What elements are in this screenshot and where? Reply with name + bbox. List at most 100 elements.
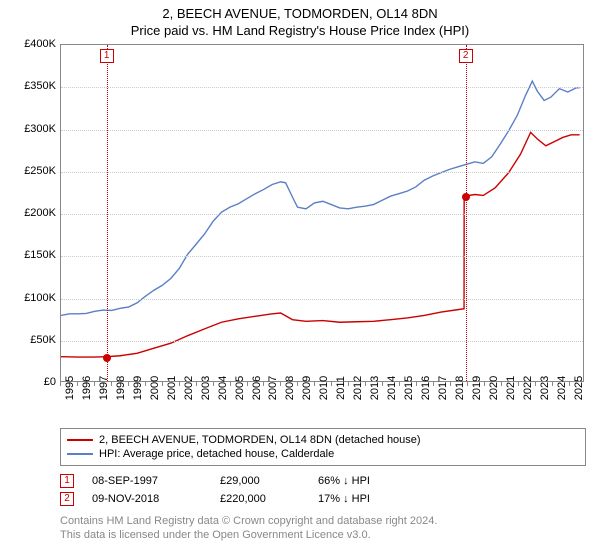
x-tick-mark: [365, 382, 366, 386]
x-tick-mark: [111, 382, 112, 386]
event-price: £220,000: [220, 493, 300, 505]
chart-title-line1: 2, BEECH AVENUE, TODMORDEN, OL14 8DN: [0, 0, 600, 21]
x-tick-label: 2003: [200, 376, 212, 400]
event-row: 2 09-NOV-2018 £220,000 17% ↓ HPI: [60, 490, 586, 508]
chart-area: £0£50K£100K£150K£200K£250K£300K£350K£400…: [14, 44, 584, 424]
y-tick-label: £300K: [14, 123, 56, 135]
x-tick-mark: [416, 382, 417, 386]
x-tick-mark: [77, 382, 78, 386]
legend-swatch-hpi: [67, 453, 93, 455]
x-tick-label: 2016: [420, 376, 432, 400]
x-tick-label: 1998: [115, 376, 127, 400]
event-marker-box: 1: [60, 474, 74, 488]
chart-svg: [61, 45, 583, 381]
x-tick-label: 2015: [403, 376, 415, 400]
x-tick-mark: [145, 382, 146, 386]
x-axis: 1995199619971998199920002001200220032004…: [60, 382, 584, 424]
x-tick-label: 2008: [284, 376, 296, 400]
x-tick-label: 2025: [573, 376, 585, 400]
license-line1: Contains HM Land Registry data © Crown c…: [60, 514, 586, 528]
x-tick-mark: [60, 382, 61, 386]
legend-row-property: 2, BEECH AVENUE, TODMORDEN, OL14 8DN (de…: [67, 433, 579, 447]
x-tick-mark: [399, 382, 400, 386]
gridline: [61, 299, 583, 300]
event-delta: 66% ↓ HPI: [318, 475, 428, 487]
x-tick-mark: [162, 382, 163, 386]
x-tick-mark: [382, 382, 383, 386]
x-tick-label: 2012: [352, 376, 364, 400]
x-tick-label: 2020: [488, 376, 500, 400]
legend-label-hpi: HPI: Average price, detached house, Cald…: [99, 448, 334, 460]
x-tick-mark: [297, 382, 298, 386]
x-tick-label: 2023: [539, 376, 551, 400]
x-tick-mark: [433, 382, 434, 386]
x-tick-mark: [501, 382, 502, 386]
x-tick-mark: [569, 382, 570, 386]
event-date: 08-SEP-1997: [92, 475, 202, 487]
gridline: [61, 256, 583, 257]
y-tick-label: £200K: [14, 207, 56, 219]
legend-row-hpi: HPI: Average price, detached house, Cald…: [67, 447, 579, 461]
x-tick-mark: [450, 382, 451, 386]
x-tick-label: 2002: [183, 376, 195, 400]
sale-dot: [103, 354, 111, 362]
y-tick-label: £400K: [14, 38, 56, 50]
y-axis: £0£50K£100K£150K£200K£250K£300K£350K£400…: [14, 44, 60, 382]
y-tick-label: £100K: [14, 292, 56, 304]
legend: 2, BEECH AVENUE, TODMORDEN, OL14 8DN (de…: [60, 428, 586, 466]
event-row: 1 08-SEP-1997 £29,000 66% ↓ HPI: [60, 472, 586, 490]
x-tick-label: 2017: [437, 376, 449, 400]
x-tick-label: 2009: [301, 376, 313, 400]
plot-region: 12: [60, 44, 584, 382]
x-tick-label: 2005: [234, 376, 246, 400]
x-tick-mark: [314, 382, 315, 386]
x-tick-label: 2004: [217, 376, 229, 400]
x-tick-label: 2000: [149, 376, 161, 400]
x-tick-label: 1997: [98, 376, 110, 400]
sale-events-table: 1 08-SEP-1997 £29,000 66% ↓ HPI 2 09-NOV-2018…: [60, 472, 586, 508]
sale-vline: [107, 45, 108, 381]
x-tick-mark: [280, 382, 281, 386]
x-tick-label: 2013: [369, 376, 381, 400]
legend-label-property: 2, BEECH AVENUE, TODMORDEN, OL14 8DN (de…: [99, 434, 421, 446]
event-price: £29,000: [220, 475, 300, 487]
license-line2: This data is licensed under the Open Gov…: [60, 528, 586, 542]
x-tick-mark: [94, 382, 95, 386]
x-tick-label: 2011: [335, 376, 347, 400]
license-text: Contains HM Land Registry data © Crown c…: [60, 514, 586, 543]
sale-dot: [462, 193, 470, 201]
x-tick-label: 1995: [64, 376, 76, 400]
gridline: [61, 341, 583, 342]
legend-swatch-property: [67, 439, 93, 441]
x-tick-label: 2022: [522, 376, 534, 400]
x-tick-label: 2007: [267, 376, 279, 400]
sale-marker-box: 2: [459, 49, 473, 63]
x-tick-mark: [552, 382, 553, 386]
y-tick-label: £350K: [14, 80, 56, 92]
x-tick-label: 2010: [318, 376, 330, 400]
x-tick-mark: [331, 382, 332, 386]
y-tick-label: £150K: [14, 249, 56, 261]
line-hpi: [61, 81, 580, 315]
event-marker-box: 2: [60, 492, 74, 506]
sale-vline: [466, 45, 467, 381]
x-tick-label: 2014: [386, 376, 398, 400]
event-date: 09-NOV-2018: [92, 493, 202, 505]
x-tick-label: 1999: [132, 376, 144, 400]
x-tick-label: 2006: [251, 376, 263, 400]
x-tick-label: 2018: [454, 376, 466, 400]
y-tick-label: £0: [14, 376, 56, 388]
x-tick-mark: [535, 382, 536, 386]
x-tick-mark: [484, 382, 485, 386]
chart-title-line2: Price paid vs. HM Land Registry's House …: [0, 21, 600, 44]
x-tick-mark: [348, 382, 349, 386]
x-tick-label: 1996: [81, 376, 93, 400]
x-tick-mark: [467, 382, 468, 386]
x-tick-mark: [213, 382, 214, 386]
x-tick-label: 2001: [166, 376, 178, 400]
event-delta: 17% ↓ HPI: [318, 493, 428, 505]
line-property: [61, 132, 580, 357]
sale-marker-box: 1: [100, 49, 114, 63]
y-tick-label: £250K: [14, 165, 56, 177]
x-tick-label: 2024: [556, 376, 568, 400]
